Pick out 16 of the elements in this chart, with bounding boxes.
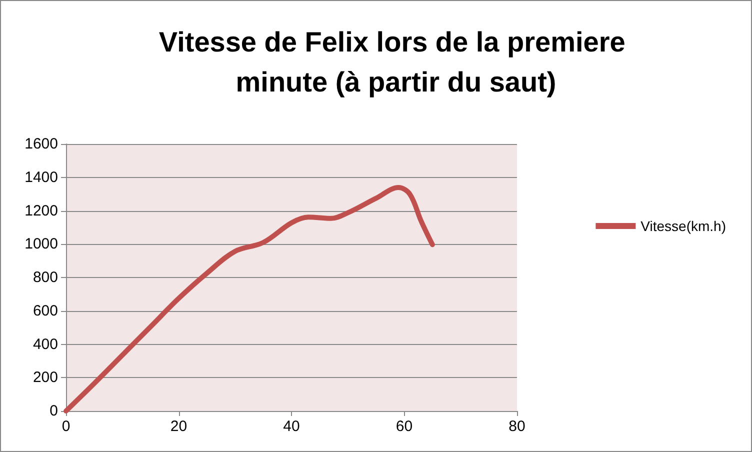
chart-title: Vitesse de Felix lors de la premiere minute (à partir du saut): [158, 26, 634, 98]
y-tick-label: 1200: [24, 202, 58, 220]
x-tick-label: 80: [508, 418, 526, 435]
legend-label: Vitesse(km.h): [640, 218, 726, 234]
y-tick-label: 200: [32, 369, 58, 386]
x-tick-label: 60: [396, 418, 413, 435]
y-tick-label: 600: [32, 302, 58, 320]
y-tick-label: 400: [32, 336, 58, 353]
x-tick-label: 20: [170, 418, 188, 435]
x-tick-label: 0: [62, 418, 70, 435]
y-tick-label: 0: [50, 402, 58, 420]
y-tick-label: 1000: [24, 236, 58, 253]
y-tick-label: 1400: [24, 168, 58, 186]
x-tick-label: 40: [283, 418, 300, 435]
y-tick-label: 1600: [24, 136, 58, 152]
y-tick-label: 800: [32, 269, 58, 286]
